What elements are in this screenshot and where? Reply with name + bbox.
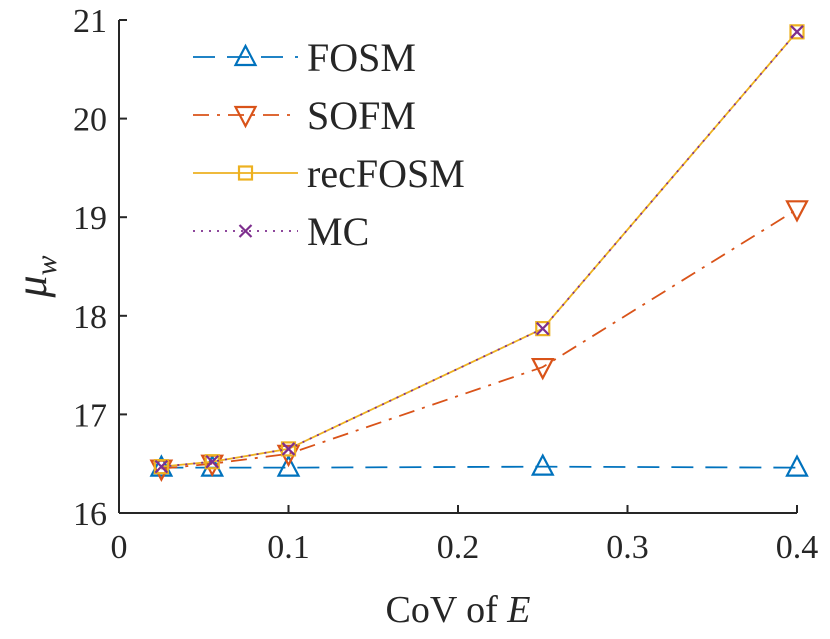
y-tick-label: 17 bbox=[73, 397, 107, 434]
y-tick-label: 19 bbox=[73, 200, 107, 237]
data-point-recfosm bbox=[280, 441, 297, 457]
legend-label: FOSM bbox=[307, 35, 416, 80]
data-point-fosm bbox=[785, 454, 809, 477]
series-fosm bbox=[149, 453, 809, 477]
data-point-fosm bbox=[530, 453, 555, 476]
y-ticks: 16 17 18 19 20 21 bbox=[73, 3, 127, 533]
x-axis-label: CoV of E bbox=[386, 589, 531, 631]
series-line-mc bbox=[161, 31, 798, 468]
legend-label: MC bbox=[307, 209, 369, 254]
data-point-mc bbox=[154, 459, 169, 474]
legend-marker bbox=[238, 224, 253, 238]
data-point-mc bbox=[205, 454, 220, 469]
legend-item-mc: MC bbox=[193, 209, 369, 254]
legend: FOSM SOFM recFOSM MC bbox=[193, 35, 465, 254]
x-tick-label: 0.3 bbox=[606, 529, 649, 566]
x-tick-label: 0.4 bbox=[776, 529, 819, 566]
series-sofm bbox=[149, 200, 809, 482]
y-tick-label: 21 bbox=[73, 3, 107, 40]
series-mc bbox=[154, 25, 804, 474]
y-tick-label: 18 bbox=[73, 299, 107, 336]
x-tick-label: 0.1 bbox=[267, 529, 310, 566]
y-axis-label-subscript: w bbox=[30, 255, 63, 275]
legend-item-fosm: FOSM bbox=[193, 35, 416, 80]
legend-marker bbox=[237, 165, 254, 181]
y-tick-label: 16 bbox=[73, 496, 107, 533]
series-line-recfosm bbox=[161, 31, 798, 468]
data-point-recfosm bbox=[204, 454, 220, 470]
x-axis-label-text: CoV of bbox=[386, 589, 499, 631]
legend-label: SOFM bbox=[307, 93, 416, 138]
x-ticks: 0 0.1 0.2 0.3 0.4 bbox=[111, 505, 819, 566]
legend-marker bbox=[233, 105, 258, 129]
x-axis-label-variable: E bbox=[506, 589, 530, 631]
data-point-mc bbox=[281, 442, 296, 456]
data-point-recfosm bbox=[153, 459, 169, 475]
series-line-sofm bbox=[161, 208, 798, 470]
series-line-fosm bbox=[161, 465, 798, 469]
legend-marker bbox=[233, 43, 258, 67]
axes: 0 0.1 0.2 0.3 0.4 16 17 18 19 20 21 bbox=[73, 3, 818, 566]
x-tick-label: 0 bbox=[111, 529, 128, 566]
series-recfosm bbox=[153, 24, 805, 475]
y-axis-label: μw bbox=[7, 255, 63, 298]
plot-series bbox=[149, 24, 809, 482]
y-axis-label-symbol: μ bbox=[7, 275, 56, 298]
data-point-recfosm bbox=[789, 24, 805, 40]
data-point-sofm bbox=[785, 200, 809, 223]
data-point-mc bbox=[790, 25, 804, 39]
legend-label: recFOSM bbox=[307, 151, 465, 196]
data-point-fosm bbox=[276, 454, 301, 477]
data-point-recfosm bbox=[535, 321, 551, 337]
legend-item-sofm: SOFM bbox=[193, 93, 416, 138]
data-point-mc bbox=[535, 321, 550, 336]
data-point-sofm bbox=[530, 357, 555, 381]
x-tick-label: 0.2 bbox=[437, 529, 480, 566]
legend-item-recfosm: recFOSM bbox=[193, 151, 465, 196]
y-tick-label: 20 bbox=[73, 102, 107, 139]
